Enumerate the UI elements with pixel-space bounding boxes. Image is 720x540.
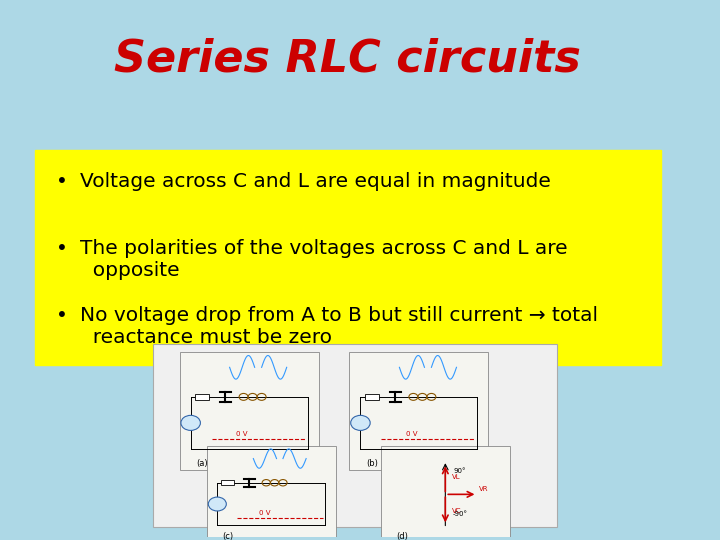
Text: -90°: -90° (453, 511, 468, 517)
Text: 90°: 90° (453, 468, 466, 474)
FancyBboxPatch shape (35, 151, 661, 366)
Text: (d): (d) (397, 532, 408, 540)
Text: 0 V: 0 V (406, 431, 418, 437)
Text: VL: VL (451, 474, 460, 480)
Text: 0 V: 0 V (259, 510, 271, 516)
Text: (b): (b) (366, 459, 378, 468)
FancyBboxPatch shape (179, 352, 319, 470)
Text: •: • (55, 306, 68, 325)
FancyBboxPatch shape (207, 446, 336, 540)
Text: •: • (55, 172, 68, 191)
Circle shape (351, 415, 370, 430)
Circle shape (208, 497, 226, 511)
Text: VR: VR (480, 487, 489, 492)
Circle shape (181, 415, 200, 430)
Text: The polarities of the voltages across C and L are
  opposite: The polarities of the voltages across C … (80, 239, 567, 280)
Text: Voltage across C and L are equal in magnitude: Voltage across C and L are equal in magn… (80, 172, 551, 191)
FancyBboxPatch shape (221, 480, 234, 485)
Text: (c): (c) (222, 532, 233, 540)
Text: No voltage drop from A to B but still current → total
  reactance must be zero: No voltage drop from A to B but still cu… (80, 306, 598, 347)
FancyBboxPatch shape (195, 394, 209, 400)
Text: •: • (55, 239, 68, 258)
FancyBboxPatch shape (349, 352, 488, 470)
FancyBboxPatch shape (381, 446, 510, 540)
FancyBboxPatch shape (153, 344, 557, 526)
Text: VC: VC (451, 508, 462, 514)
FancyBboxPatch shape (364, 394, 379, 400)
Text: 0 V: 0 V (236, 431, 248, 437)
Text: Series RLC circuits: Series RLC circuits (114, 38, 581, 80)
Text: (a): (a) (197, 459, 208, 468)
